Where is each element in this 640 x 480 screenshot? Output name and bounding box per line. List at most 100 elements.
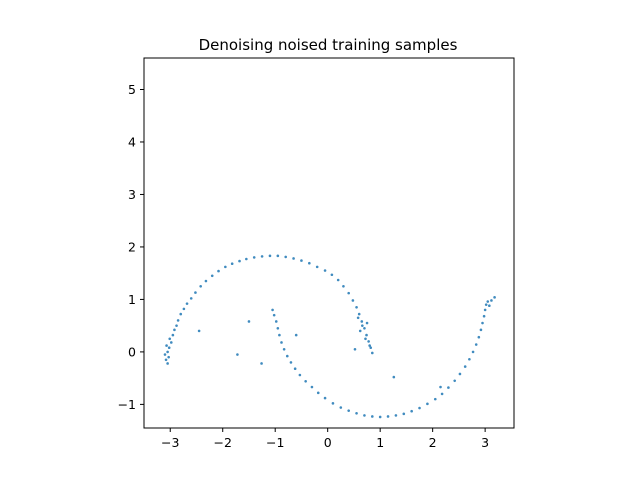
data-point bbox=[310, 385, 314, 389]
data-point bbox=[463, 365, 467, 368]
data-point bbox=[168, 337, 172, 341]
y-tick-label: −1 bbox=[118, 397, 136, 412]
data-point bbox=[365, 321, 369, 325]
data-point bbox=[169, 341, 173, 344]
data-point bbox=[163, 353, 167, 356]
data-point bbox=[236, 353, 239, 356]
data-point bbox=[342, 285, 345, 288]
y-axis: −1 0 1 2 3 4 5 bbox=[118, 82, 144, 412]
data-point bbox=[363, 414, 366, 417]
data-point bbox=[336, 278, 340, 282]
data-point bbox=[278, 333, 281, 337]
data-point bbox=[316, 391, 320, 395]
plot-frame bbox=[143, 57, 515, 429]
data-point bbox=[204, 279, 208, 283]
data-point bbox=[363, 326, 366, 330]
data-point bbox=[339, 406, 343, 409]
data-point bbox=[245, 257, 248, 261]
y-tick-label: 3 bbox=[128, 187, 136, 202]
data-point bbox=[282, 347, 286, 351]
data-point bbox=[292, 257, 295, 260]
data-point bbox=[371, 415, 374, 418]
data-point bbox=[356, 316, 360, 320]
data-point bbox=[369, 346, 373, 350]
data-point bbox=[439, 385, 442, 389]
data-point bbox=[483, 308, 487, 312]
data-point bbox=[210, 274, 214, 278]
data-point bbox=[458, 372, 462, 376]
data-point bbox=[479, 328, 483, 332]
data-point bbox=[308, 261, 311, 265]
data-point bbox=[252, 256, 256, 259]
data-point bbox=[371, 351, 374, 355]
chart-title: Denoising noised training samples bbox=[199, 36, 458, 54]
data-point bbox=[175, 324, 178, 327]
data-point bbox=[355, 412, 358, 415]
y-tick-label: 0 bbox=[128, 344, 136, 359]
data-points bbox=[163, 254, 496, 419]
data-point bbox=[166, 362, 169, 365]
data-point bbox=[185, 302, 189, 305]
x-tick-label: 0 bbox=[324, 435, 332, 450]
data-point bbox=[481, 321, 484, 325]
data-point bbox=[477, 335, 481, 339]
data-point bbox=[164, 358, 168, 362]
data-point bbox=[433, 397, 437, 401]
data-point bbox=[304, 379, 307, 383]
data-point bbox=[392, 375, 396, 379]
y-tick-label: 2 bbox=[128, 239, 136, 254]
data-point bbox=[173, 328, 176, 332]
x-tick-label: −3 bbox=[161, 435, 179, 450]
x-tick-label: 3 bbox=[481, 435, 489, 450]
x-tick-label: −1 bbox=[266, 435, 284, 450]
data-point bbox=[323, 396, 327, 400]
data-point bbox=[365, 333, 368, 337]
data-point bbox=[353, 347, 357, 351]
data-point bbox=[360, 320, 364, 323]
data-point bbox=[394, 414, 398, 417]
data-point bbox=[386, 415, 390, 418]
data-point bbox=[199, 285, 202, 288]
data-point bbox=[298, 373, 302, 377]
data-point bbox=[276, 254, 280, 258]
data-point bbox=[361, 324, 364, 327]
data-point bbox=[197, 329, 201, 333]
y-tick-label: 5 bbox=[128, 82, 136, 97]
data-point bbox=[440, 392, 444, 396]
data-point bbox=[355, 305, 358, 309]
data-point bbox=[474, 343, 478, 346]
data-point bbox=[276, 326, 280, 330]
data-point bbox=[323, 269, 327, 272]
data-point bbox=[289, 361, 293, 364]
data-point bbox=[447, 386, 450, 389]
data-point bbox=[331, 402, 335, 405]
data-point bbox=[482, 314, 486, 318]
data-point bbox=[453, 379, 457, 383]
data-point bbox=[167, 355, 170, 359]
x-tick-label: 1 bbox=[376, 435, 384, 450]
data-point bbox=[280, 341, 283, 344]
data-point bbox=[271, 308, 274, 312]
x-tick-label: 2 bbox=[429, 435, 437, 450]
data-point bbox=[293, 367, 297, 371]
data-point bbox=[260, 362, 263, 365]
data-point bbox=[171, 333, 175, 337]
data-point bbox=[260, 255, 264, 258]
data-point bbox=[358, 329, 362, 333]
data-point bbox=[182, 307, 186, 311]
data-point bbox=[176, 319, 180, 322]
data-point bbox=[347, 291, 350, 295]
data-point bbox=[268, 254, 272, 258]
data-point bbox=[179, 312, 183, 316]
y-tick-label: 1 bbox=[128, 292, 136, 307]
data-point bbox=[378, 415, 382, 419]
data-point bbox=[284, 255, 288, 259]
data-point bbox=[238, 259, 241, 263]
data-point bbox=[471, 350, 475, 354]
data-point bbox=[368, 344, 371, 347]
data-point bbox=[468, 357, 471, 361]
data-point bbox=[486, 300, 490, 303]
data-point bbox=[274, 320, 278, 323]
data-point bbox=[230, 262, 234, 266]
